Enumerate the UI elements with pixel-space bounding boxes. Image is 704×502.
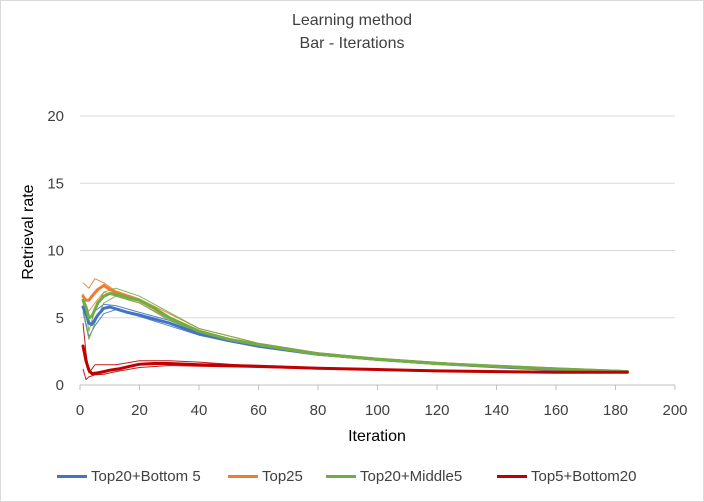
legend-swatch xyxy=(326,475,356,478)
x-axis xyxy=(79,384,676,390)
legend-label: Top20+Bottom 5 xyxy=(91,468,201,485)
x-tick-label: 140 xyxy=(484,402,509,419)
series-lines xyxy=(81,284,629,376)
y-tick-label: 15 xyxy=(47,175,64,192)
x-tick-label: 180 xyxy=(603,402,628,419)
legend-swatch xyxy=(57,475,87,478)
x-tick-label: 60 xyxy=(250,402,267,419)
legend-item: Top20+Bottom 5 xyxy=(57,468,201,485)
x-tick-label: 80 xyxy=(310,402,327,419)
series-1-run-1-line xyxy=(82,291,628,373)
legend-swatch xyxy=(228,475,258,478)
y-tick-label: 20 xyxy=(47,108,64,125)
series-2-run-1-line xyxy=(82,295,628,373)
x-tick-label: 160 xyxy=(543,402,568,419)
y-tick-labels: 0 5 10 15 20 xyxy=(47,108,64,394)
legend-label: Top25 xyxy=(262,468,303,485)
y-tick-label: 5 xyxy=(56,310,64,327)
chart-subtitle: Bar - Iterations xyxy=(299,35,405,52)
legend-label: Top20+Middle5 xyxy=(360,468,463,485)
x-tick-label: 200 xyxy=(662,402,687,419)
series-3-line xyxy=(81,344,629,376)
legend-item: Top5+Bottom20 xyxy=(497,468,637,485)
y-tick-label: 10 xyxy=(47,243,64,260)
y-tick-label: 0 xyxy=(56,377,64,394)
x-tick-label: 100 xyxy=(365,402,390,419)
chart-title: Learning method xyxy=(291,12,413,29)
x-tick-labels: 0 20 40 60 80 100 120 140 160 180 200 xyxy=(76,402,688,419)
series-2-run-0-line xyxy=(82,287,628,373)
legend-swatch xyxy=(497,475,527,478)
legend-label: Top5+Bottom20 xyxy=(531,468,637,485)
series-2-line xyxy=(81,292,629,374)
gridlines xyxy=(80,115,675,319)
x-tick-label: 20 xyxy=(131,402,148,419)
legend-item: Top20+Middle5 xyxy=(326,468,462,485)
x-tick-label: 40 xyxy=(191,402,208,419)
x-axis-title: Iteration xyxy=(348,428,406,445)
y-axis-title: Retrieval rate xyxy=(20,184,37,279)
x-tick-label: 0 xyxy=(76,402,84,419)
legend-item: Top25 xyxy=(228,468,303,485)
legend: Top20+Bottom 5 Top25 Top20+Middle5 Top5+Bot… xyxy=(0,468,704,490)
x-tick-label: 120 xyxy=(424,402,449,419)
